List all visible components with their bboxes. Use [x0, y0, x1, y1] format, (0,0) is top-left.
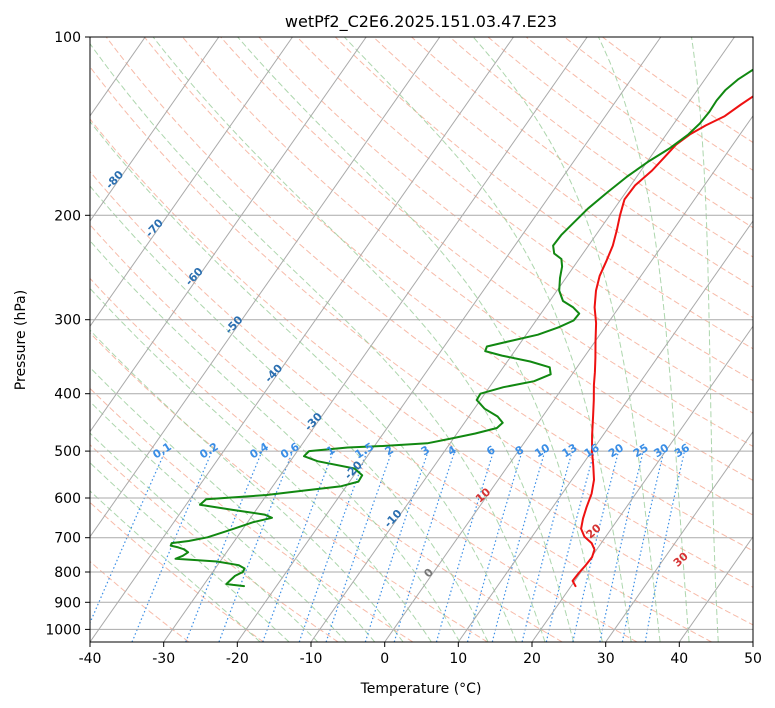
- y-tick-label: 300: [54, 313, 81, 329]
- mixing-ratio-line: [364, 450, 429, 642]
- dry-adiabat: [90, 387, 414, 642]
- moist-adiabat: [691, 37, 719, 642]
- moist-adiabat: [90, 490, 261, 642]
- chart-title: wetPf2_C2E6.2025.151.03.47.E23: [285, 12, 557, 32]
- y-tick-label: 200: [54, 208, 81, 224]
- y-tick-label: 700: [54, 531, 81, 547]
- x-tick-label: -40: [79, 651, 102, 667]
- mixing-ratio-line: [545, 450, 595, 642]
- dry-adiabat: [144, 37, 753, 516]
- axis-ticks: -40 -30 -20 -10 0 10 20 30 40 50 100 200 300 400 500 60…: [45, 30, 762, 667]
- isotherm: [457, 220, 753, 642]
- moist-adiabat: [90, 185, 489, 642]
- isotherm: [531, 325, 753, 642]
- mixing-ratio-line: [521, 450, 573, 642]
- mixing-ratio-line: [218, 450, 294, 642]
- x-axis-title: Temperature (°C): [360, 681, 482, 697]
- isotherm: [678, 535, 753, 642]
- dry-adiabat: [373, 37, 753, 319]
- x-tick-label: -30: [152, 651, 175, 667]
- y-tick-label: 800: [54, 565, 81, 581]
- y-tick-label: 400: [54, 387, 81, 403]
- dry-adiabat: [90, 170, 712, 642]
- moist-adiabat: [472, 37, 661, 642]
- x-tick-label: 10: [449, 651, 467, 667]
- dry-adiabat: [90, 332, 488, 642]
- mixing-ratio-line: [262, 450, 334, 642]
- x-tick-label: 20: [523, 651, 541, 667]
- moist-adiabat-label: 40: [749, 575, 769, 595]
- moist-adiabat: [598, 37, 690, 642]
- moist-adiabat: [90, 287, 432, 642]
- y-tick-label: 600: [54, 491, 81, 507]
- isotherm: [90, 37, 367, 433]
- dry-adiabat: [90, 277, 563, 642]
- x-tick-label: 0: [380, 651, 389, 667]
- moist-adiabat: [90, 120, 517, 642]
- y-tick-label: 500: [54, 444, 81, 460]
- dry-adiabat: [296, 37, 753, 382]
- isotherm: [90, 37, 441, 538]
- mixing-ratio-line: [435, 450, 495, 642]
- dry-adiabat: [220, 37, 753, 447]
- dry-adiabat: [90, 118, 753, 626]
- x-tick-label: 50: [744, 651, 762, 667]
- isotherm: [163, 37, 588, 642]
- isotherm: [90, 37, 514, 642]
- mixing-ratio-line: [131, 450, 213, 642]
- y-tick-label: 900: [54, 595, 81, 611]
- mixing-ratio-line: [185, 450, 263, 642]
- mixing-ratio-line: [298, 450, 368, 642]
- y-tick-label: 100: [54, 30, 81, 46]
- moist-adiabat: [343, 37, 632, 642]
- background-lines: [90, 37, 753, 642]
- moist-adiabat: [237, 37, 603, 642]
- moist-adiabat: [90, 366, 376, 642]
- mixing-ratio-line: [90, 450, 166, 625]
- dewpoint-line: [169, 68, 753, 588]
- dry-adiabat: [90, 560, 190, 642]
- mixing-ratio-line: [599, 450, 644, 642]
- isotherm: [236, 37, 662, 642]
- dry-adiabat: [182, 37, 753, 481]
- moist-adiabat: [90, 400, 347, 642]
- dry-adiabat: [90, 66, 753, 588]
- plot-frame: [89, 36, 754, 643]
- x-tick-label: 40: [670, 651, 688, 667]
- temperature-line: [571, 95, 753, 588]
- y-axis-title: Pressure (hPa): [13, 290, 29, 390]
- isotherm: [605, 430, 753, 642]
- mixing-ratio-line: [325, 450, 393, 642]
- isotherm: [90, 37, 220, 222]
- x-tick-label: 30: [597, 651, 615, 667]
- isotherm: [90, 37, 293, 328]
- mixing-ratio-line: [466, 450, 523, 642]
- moist-adiabat: [152, 37, 575, 642]
- x-tick-label: -10: [300, 651, 323, 667]
- moist-adiabat: [90, 240, 461, 642]
- mixing-ratio-line: [572, 450, 620, 642]
- y-tick-label: 1000: [45, 622, 81, 638]
- moist-adiabat: [90, 329, 404, 642]
- grid-lines: [90, 37, 753, 642]
- isotherm: [310, 37, 735, 642]
- series-lines: [169, 68, 753, 588]
- x-tick-label: -20: [226, 651, 249, 667]
